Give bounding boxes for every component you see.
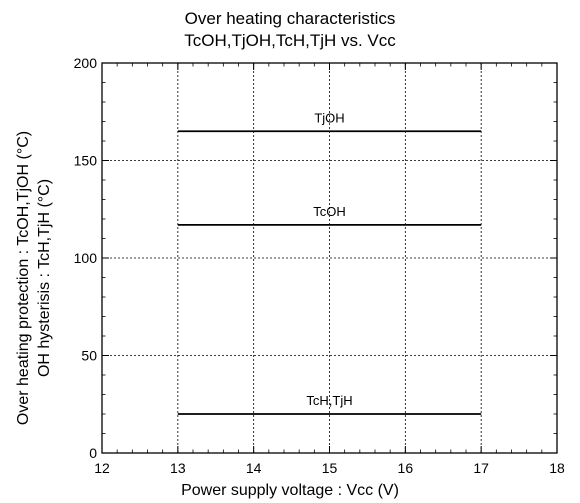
x-tick-label: 17 (473, 460, 489, 476)
grid-lines (102, 63, 557, 453)
y-tick-label: 100 (74, 250, 98, 266)
tick-labels: 12 13 14 15 16 17 18 0 50 100 150 200 (74, 55, 565, 476)
y-axis-label-line-2: OH hysterisis : TcH,TjH (°C) (36, 179, 53, 377)
y-tick-label: 0 (89, 445, 97, 461)
y-axis-label: Over heating protection : TcOH,TjOH (°C)… (15, 131, 53, 425)
x-tick-label: 16 (398, 460, 414, 476)
x-tick-label: 18 (549, 460, 565, 476)
x-tick-label: 13 (170, 460, 186, 476)
series-lines: TjOH TcOH TcH,TjH (177, 110, 482, 415)
series-label-2: TcH,TjH (306, 393, 352, 408)
y-axis-label-line-1: Over heating protection : TcOH,TjOH (°C) (15, 131, 32, 425)
y-tick-label: 150 (74, 153, 98, 169)
chart-title-line-2: TcOH,TjOH,TcH,TjH vs. Vcc (184, 31, 396, 50)
plot-frame (101, 62, 558, 454)
chart-title-line-1: Over heating characteristics (184, 9, 396, 28)
x-tick-label: 12 (94, 460, 110, 476)
series-label-1: TcOH (313, 204, 346, 219)
x-tick-label: 15 (322, 460, 338, 476)
y-tick-label: 50 (81, 348, 97, 364)
y-tick-label: 200 (74, 55, 98, 71)
x-axis-label: Power supply voltage : Vcc (V) (181, 482, 399, 499)
x-tick-label: 14 (246, 460, 262, 476)
series-label-0: TjOH (314, 110, 344, 125)
